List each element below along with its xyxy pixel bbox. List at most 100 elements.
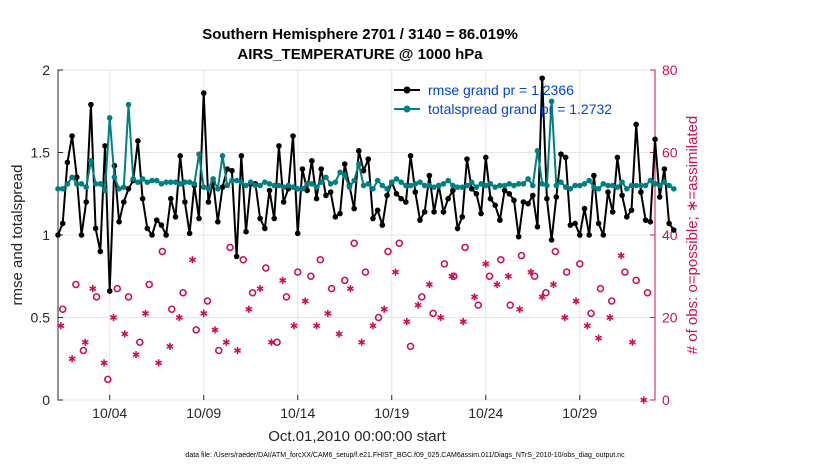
obs-possible-point (340, 276, 349, 285)
y-tick-label-right: 20 (662, 310, 678, 326)
obs-possible-point (485, 272, 494, 281)
obs-assimilated-point (527, 268, 535, 276)
obs-assimilated-point (583, 322, 591, 330)
rmse-point (55, 232, 61, 238)
rmse-point (492, 202, 498, 209)
totalspread-point (576, 182, 583, 189)
totalspread-point (125, 101, 132, 108)
x-tick-label: 10/09 (186, 405, 221, 421)
totalspread-point (671, 186, 677, 192)
totalspread-point (121, 184, 127, 190)
obs-possible-point (361, 268, 370, 276)
obs-assimilated-point (234, 346, 242, 355)
obs-assimilated-point (470, 293, 479, 301)
totalspread-point (379, 182, 386, 189)
totalspread-point (290, 184, 296, 190)
totalspread-point (196, 151, 202, 157)
totalspread-point (370, 186, 376, 192)
obs-assimilated-point (324, 309, 332, 317)
totalspread-point (614, 184, 621, 190)
obs-possible-point (440, 260, 449, 268)
rmse-point (351, 205, 357, 212)
rmse-point (591, 172, 597, 179)
totalspread-point (318, 179, 325, 185)
obs-possible-point (517, 251, 526, 260)
rmse-point (271, 215, 278, 222)
obs-assimilated-point (313, 322, 321, 330)
obs-possible-point (542, 288, 550, 297)
rmse-point (539, 75, 545, 82)
totalspread-point (172, 179, 179, 185)
totalspread-point (64, 181, 71, 187)
obs-assimilated-point (572, 297, 580, 305)
totalspread-point (351, 177, 357, 184)
rmse-point (473, 190, 480, 197)
y-axis-label-left: rmse and totalspread (9, 165, 26, 306)
totalspread-point (435, 182, 442, 189)
totalspread-point (417, 179, 423, 185)
obs-assimilated-point (595, 334, 603, 342)
totalspread-point (139, 176, 146, 182)
totalspread-point (88, 157, 94, 164)
rmse-point (534, 223, 541, 230)
obs-possible-point (158, 247, 167, 256)
obs-assimilated-point (369, 322, 377, 330)
obs-possible-point (79, 346, 88, 355)
rmse-point (135, 138, 141, 144)
totalspread-point (224, 182, 231, 189)
rmse-point (121, 199, 127, 205)
totalspread-point (403, 182, 409, 189)
totalspread-point (482, 182, 489, 189)
rmse-point (426, 172, 433, 179)
rmse-point (92, 225, 99, 232)
obs-possible-point (350, 239, 358, 248)
obs-possible-point (506, 301, 515, 309)
totalspread-point (341, 172, 348, 179)
obs-assimilated-point (437, 313, 445, 322)
obs-assimilated-point (200, 309, 208, 317)
obs-assimilated-point (222, 338, 230, 346)
obs-possible-point (596, 284, 605, 293)
obs-possible-point (214, 346, 223, 355)
rmse-point (374, 207, 381, 214)
rmse-point (262, 225, 268, 232)
rmse-point (153, 217, 160, 223)
totalspread-point (309, 181, 315, 187)
totalspread-point (478, 181, 484, 187)
rmse-point (417, 217, 423, 223)
totalspread-point (511, 182, 517, 189)
totalspread-point (421, 182, 428, 189)
rmse-point (116, 219, 122, 225)
totalspread-point (271, 182, 278, 189)
rmse-point (487, 195, 494, 202)
rmse-point (379, 222, 386, 228)
totalspread-point (186, 179, 193, 185)
obs-assimilated-point (188, 256, 196, 264)
rmse-point (398, 195, 404, 202)
rmse-point (200, 90, 207, 96)
rmse-point (454, 225, 461, 232)
totalspread-point (374, 177, 381, 184)
obs-assimilated-point (279, 276, 287, 284)
rmse-point (304, 187, 310, 194)
obs-assimilated-point (335, 330, 343, 338)
y-tick-label-left: 1.5 (31, 145, 51, 161)
totalspread-point (215, 186, 221, 192)
rmse-point (365, 156, 372, 162)
x-axis-label: Oct.01,2010 00:00:00 start (268, 428, 446, 445)
rmse-point (431, 209, 437, 215)
obs-possible-point (261, 264, 270, 272)
grid (58, 69, 655, 401)
rmse-point (581, 205, 588, 212)
rmse-point (243, 228, 249, 235)
rmse-point (196, 215, 202, 222)
totalspread-point (149, 177, 155, 184)
obs-possible-point (145, 280, 153, 289)
rmse-point (323, 192, 329, 199)
rmse-point (215, 219, 221, 225)
totalspread-point (628, 182, 635, 189)
y-tick-label-right: 0 (662, 392, 670, 408)
totalspread-point (534, 148, 541, 154)
rmse-point (595, 220, 602, 227)
totalspread-point (106, 115, 113, 121)
